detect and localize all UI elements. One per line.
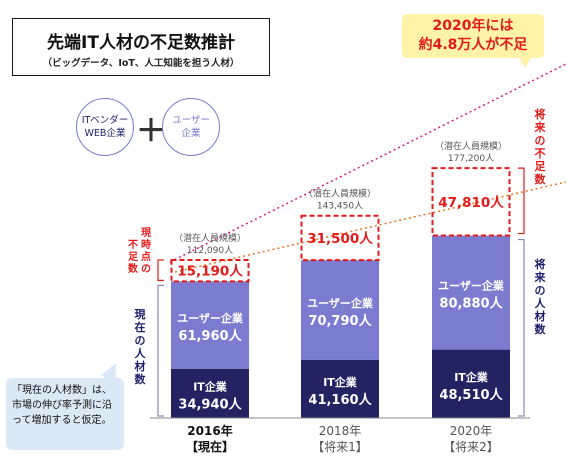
- assumption-note: 「現在の人材数」は、市場の伸び率予測に沿って増加すると仮定。: [6, 378, 124, 450]
- x-tick-year: 2016年: [187, 423, 232, 438]
- side-label-future-staff: 将: [535, 257, 546, 271]
- legend-user-company: ユーザー 企業: [162, 98, 220, 156]
- it-company-value: 41,160人: [308, 392, 372, 408]
- x-tick-tag: 【現在】: [186, 439, 234, 454]
- side-label-current-shortage: 足: [128, 251, 139, 263]
- chart-title: 先端IT人材の不足数推計: [47, 33, 235, 53]
- side-label-current-shortage: 時: [141, 238, 151, 251]
- side-label-current-staff: 在: [135, 320, 146, 334]
- side-label-future-staff: 人: [535, 296, 547, 310]
- side-label-current-staff: 人: [135, 346, 147, 360]
- it-company-label: IT企業: [193, 379, 228, 393]
- x-tick-tag: 【将来2】: [443, 440, 499, 454]
- potential-label: （潜在人員規模）: [174, 232, 246, 244]
- user-company-value: 61,960人: [178, 328, 242, 344]
- side-label-future-staff: 来: [534, 270, 547, 284]
- user-company-value: 70,790人: [308, 313, 372, 329]
- bracket-future-staff: [518, 238, 525, 417]
- bar-it-company: [301, 359, 379, 418]
- user-company-label: ユーザー企業: [177, 311, 244, 325]
- side-label-current-shortage: の: [141, 264, 151, 275]
- side-label-future-shortage: の: [535, 134, 546, 147]
- side-label-future-staff: 材: [535, 309, 546, 323]
- it-company-label: IT企業: [454, 370, 489, 384]
- bar-shortage: [300, 214, 380, 262]
- x-tick-year: 2018年: [319, 424, 362, 438]
- side-label-current-staff: 材: [135, 359, 146, 373]
- potential-label: （潜在人員規模）: [435, 140, 507, 152]
- callout-tail: [518, 56, 532, 68]
- shortage-callout: 2020年には 約4.8万人が不足: [402, 14, 544, 58]
- potential-value: 112,090人: [187, 245, 233, 256]
- it-company-value: 34,940人: [178, 396, 242, 412]
- bar-user-company: [301, 260, 379, 360]
- user-company-value: 80,880人: [439, 296, 503, 312]
- shortage-value: 15,190人: [177, 264, 243, 280]
- callout-line-2: 約4.8万人が不足: [418, 37, 528, 53]
- callout-line-1: 2020年には: [432, 18, 514, 34]
- x-tick-tag: 【将来1】: [312, 440, 368, 454]
- potential-trend-line: [169, 63, 566, 263]
- user-company-label: ユーザー企業: [438, 279, 505, 293]
- x-tick-year: 2020年: [450, 424, 493, 438]
- chart-subtitle: （ビッグデータ、IoT、人工知能を担う人材）: [42, 58, 240, 69]
- potential-label: （潜在人員規模）: [304, 188, 376, 200]
- side-label-current-staff: 数: [135, 372, 147, 386]
- bar-user-company: [432, 235, 510, 350]
- title-box: 先端IT人材の不足数推計 （ビッグデータ、IoT、人工知能を担う人材）: [12, 18, 270, 76]
- shortage-value: 31,500人: [307, 231, 373, 247]
- potential-value: 177,200人: [448, 153, 494, 164]
- legend-plus: ＋: [136, 114, 166, 149]
- side-label-future-shortage: 数: [535, 172, 547, 186]
- shortage-value: 47,810人: [438, 195, 504, 211]
- side-label-future-shortage: 足: [535, 160, 547, 173]
- bar-user-company: [171, 281, 249, 369]
- legend-it-vendor: ITベンダー WEB企業: [76, 98, 134, 156]
- it-company-value: 48,510人: [439, 387, 503, 403]
- current-staff-trend-line: [174, 181, 566, 273]
- user-company-label: ユーザー企業: [307, 296, 374, 310]
- potential-value: 143,450人: [317, 201, 363, 212]
- side-label-current-staff: の: [135, 334, 146, 347]
- side-label-future-staff: 数: [535, 322, 547, 336]
- side-label-future-shortage: 不: [535, 147, 546, 160]
- side-label-future-shortage: 将: [535, 107, 546, 121]
- bracket-current-shortage: [157, 259, 164, 281]
- bracket-current-staff: [157, 284, 164, 417]
- it-company-label: IT企業: [323, 375, 358, 389]
- bar-it-company: [432, 349, 510, 418]
- side-label-current-shortage: 不: [128, 239, 138, 251]
- bar-shortage: [170, 258, 250, 283]
- side-label-future-shortage: 来: [534, 120, 547, 134]
- side-label-future-staff: の: [535, 284, 546, 297]
- side-label-current-shortage: 点: [141, 250, 151, 263]
- bracket-future-shortage: [518, 167, 525, 235]
- side-label-current-shortage: 数: [128, 262, 139, 275]
- side-label-current-shortage: 現: [141, 227, 151, 239]
- side-label-current-staff: 現: [135, 308, 146, 321]
- bar-it-company: [171, 368, 249, 418]
